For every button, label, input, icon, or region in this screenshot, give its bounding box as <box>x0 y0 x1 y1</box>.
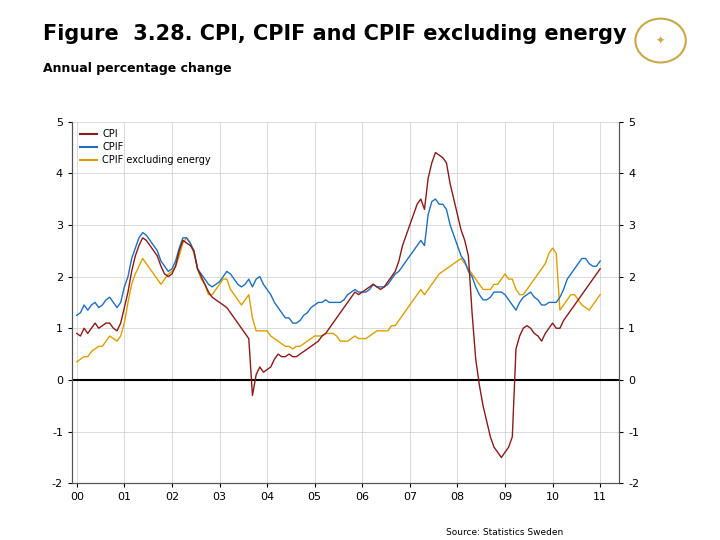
Text: Source: Statistics Sweden: Source: Statistics Sweden <box>446 528 564 537</box>
Legend: CPI, CPIF, CPIF excluding energy: CPI, CPIF, CPIF excluding energy <box>77 126 214 168</box>
Text: Figure  3.28. CPI, CPIF and CPIF excluding energy: Figure 3.28. CPI, CPIF and CPIF excludin… <box>43 24 627 44</box>
Text: Annual percentage change: Annual percentage change <box>43 62 232 75</box>
Text: RIKSBANK: RIKSBANK <box>644 80 677 85</box>
Text: ✦: ✦ <box>656 36 665 45</box>
Text: SVERIGES: SVERIGES <box>645 69 676 75</box>
